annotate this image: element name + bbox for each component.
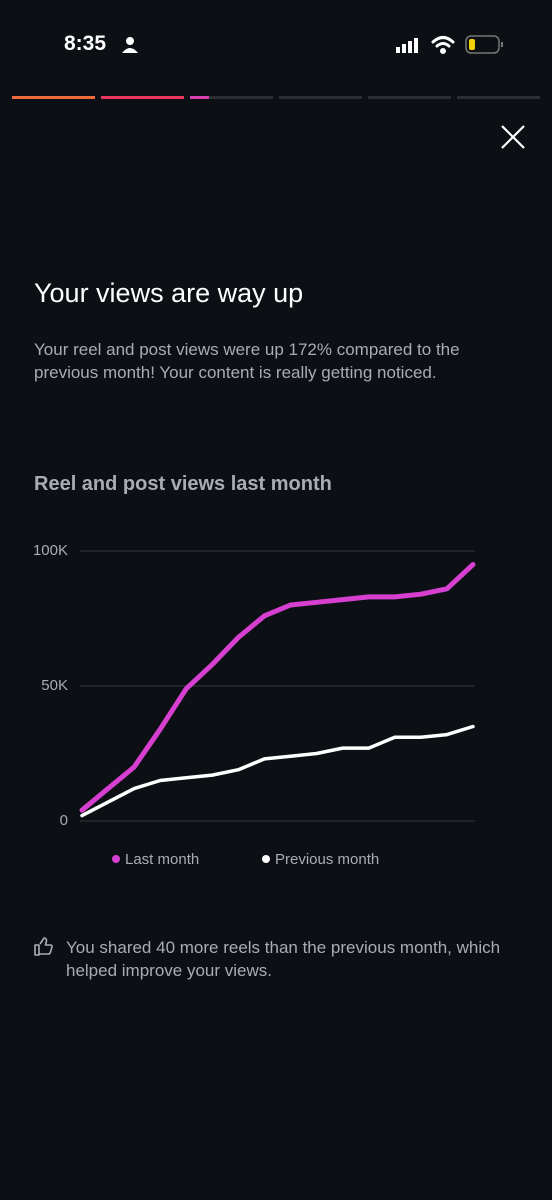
y-tick-label: 0 (60, 812, 68, 829)
series-line (80, 724, 475, 818)
legend-label: Previous month (275, 851, 379, 868)
chart: 0 50K 100K Previous month Last month (33, 542, 476, 868)
series-line (79, 562, 476, 813)
legend-marker (112, 855, 120, 863)
legend-label: Last month (125, 851, 199, 868)
thumbs-up-icon (34, 937, 53, 956)
person-icon (122, 37, 138, 53)
title: Your views are way up (34, 278, 304, 308)
chart-title: Reel and post views last month (34, 473, 332, 495)
top-bar (12, 35, 540, 149)
description: Your reel and post views were up 172% co… (34, 340, 460, 382)
legend-marker (262, 855, 270, 863)
status-time: 8:35 (64, 32, 107, 55)
story-progress (12, 96, 540, 99)
note: You shared 40 more reels than the previo… (66, 938, 501, 980)
close-button[interactable] (501, 125, 525, 149)
battery-icon (465, 35, 503, 54)
wifi-icon (431, 36, 455, 54)
y-tick-label: 100K (33, 542, 68, 559)
signal-icon (396, 38, 418, 53)
y-tick-label: 50K (41, 677, 68, 694)
